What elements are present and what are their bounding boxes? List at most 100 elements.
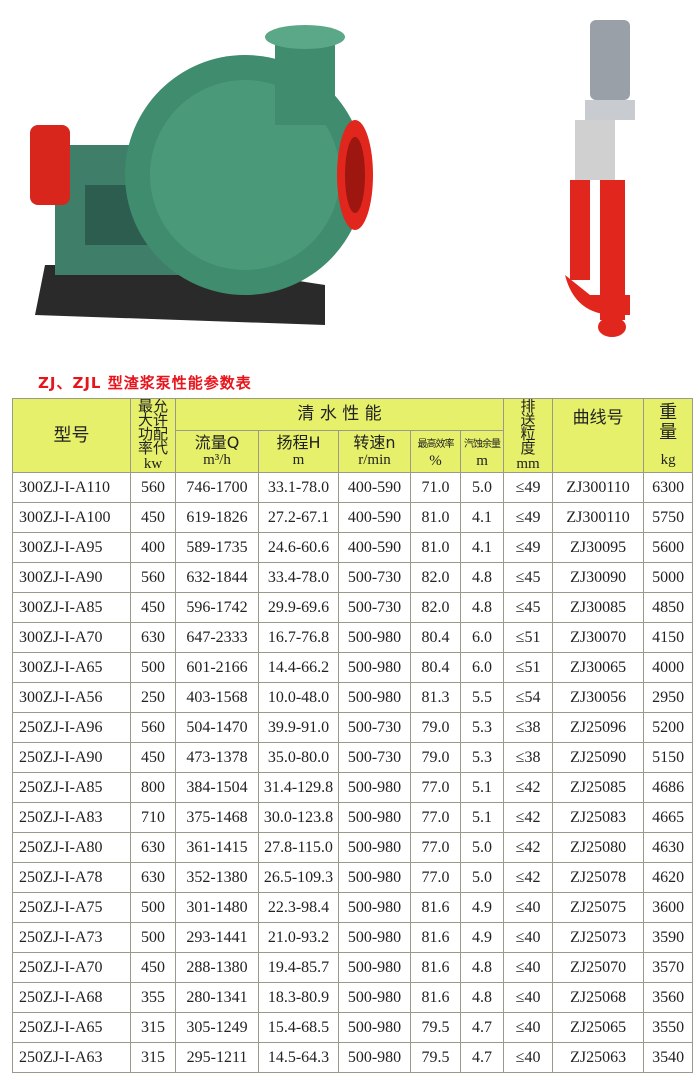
cell-power: 500 [130,922,176,953]
cell-npsh: 4.1 [459,532,505,563]
cell-model: 300ZJ-I-A65 [12,652,131,683]
cell-curve: ZJ30070 [552,622,645,653]
cell-model: 300ZJ-I-A100 [12,502,131,533]
cell-npsh: 4.1 [459,502,505,533]
cell-power: 450 [130,502,176,533]
cell-speed: 400-590 [338,502,411,533]
cell-model: 250ZJ-I-A90 [12,742,131,773]
table-row: 250ZJ-I-A96 560 504-1470 39.9-91.0 500-730 79… [12,712,694,743]
cell-flow: 293-1441 [175,922,259,953]
cell-particle: ≤40 [503,1042,554,1073]
cell-npsh: 4.8 [459,952,505,983]
table-row: 300ZJ-I-A95 400 589-1735 24.6-60.6 400-590 81… [12,532,694,563]
cell-power: 450 [130,952,176,983]
cell-npsh: 4.8 [459,592,505,623]
cell-flow: 295-1211 [175,1042,259,1073]
cell-npsh: 4.7 [459,1042,505,1073]
cell-npsh: 6.0 [459,652,505,683]
header-power-unit: kw [143,456,163,472]
header-weight-unit: kg [660,452,676,468]
cell-flow: 504-1470 [175,712,259,743]
cell-flow: 288-1380 [175,952,259,983]
cell-weight: 3550 [643,1012,694,1043]
cell-curve: ZJ30085 [552,592,645,623]
cell-npsh: 4.8 [459,982,505,1013]
cell-efficiency: 81.6 [410,952,461,983]
cell-model: 300ZJ-I-A70 [12,622,131,653]
cell-power: 500 [130,652,176,683]
header-weight: 重量 kg [643,398,694,473]
cell-efficiency: 77.0 [410,802,461,833]
header-speed: 转速n r/min [338,430,411,473]
cell-power: 630 [130,622,176,653]
cell-npsh: 5.3 [459,742,505,773]
cell-model: 300ZJ-I-A56 [12,682,131,713]
cell-curve: ZJ25090 [552,742,645,773]
horizontal-slurry-pump-image [30,25,373,325]
cell-efficiency: 82.0 [410,562,461,593]
cell-weight: 5200 [643,712,694,743]
cell-particle: ≤40 [503,892,554,923]
cell-power: 630 [130,832,176,863]
cell-model: 250ZJ-I-A83 [12,802,131,833]
header-speed-unit: r/min [358,452,391,468]
cell-model: 300ZJ-I-A110 [12,472,131,503]
cell-speed: 500-980 [338,862,411,893]
cell-weight: 4620 [643,862,694,893]
header-particle-label: 排送粒度 [520,398,536,457]
cell-flow: 619-1826 [175,502,259,533]
cell-particle: ≤38 [503,712,554,743]
table-row: 300ZJ-I-A90 560 632-1844 33.4-78.0 500-730 82… [12,562,694,593]
cell-speed: 500-730 [338,562,411,593]
cell-flow: 647-2333 [175,622,259,653]
cell-weight: 4686 [643,772,694,803]
cell-curve: ZJ25078 [552,862,645,893]
cell-model: 250ZJ-I-A70 [12,952,131,983]
table-row: 250ZJ-I-A75 500 301-1480 22.3-98.4 500-980 81… [12,892,694,923]
cell-npsh: 5.0 [459,472,505,503]
header-power: 最允大许功配率代 kw [130,398,176,473]
cell-speed: 400-590 [338,472,411,503]
cell-efficiency: 79.0 [410,742,461,773]
cell-power: 315 [130,1012,176,1043]
cell-speed: 500-730 [338,742,411,773]
header-npsh-label: 汽蚀余量 [464,438,501,450]
cell-speed: 500-730 [338,592,411,623]
table-row: 250ZJ-I-A78 630 352-1380 26.5-109.3 500-980 7… [12,862,694,893]
cell-head: 19.4-85.7 [258,952,339,983]
cell-speed: 500-980 [338,802,411,833]
cell-flow: 352-1380 [175,862,259,893]
header-clear-water: 清 水 性 能 [174,398,505,431]
cell-curve: ZJ25096 [552,712,645,743]
table-row: 300ZJ-I-A110 560 746-1700 33.1-78.0 400-590 7… [12,472,694,503]
header-head-label: 扬程H [276,433,321,452]
cell-speed: 500-980 [338,922,411,953]
cell-flow: 280-1341 [175,982,259,1013]
cell-npsh: 5.5 [459,682,505,713]
cell-head: 14.5-64.3 [258,1042,339,1073]
cell-curve: ZJ25075 [552,892,645,923]
cell-npsh: 4.9 [459,892,505,923]
header-npsh-unit: m [476,452,488,469]
cell-weight: 3560 [643,982,694,1013]
cell-model: 250ZJ-I-A73 [12,922,131,953]
cell-model: 250ZJ-I-A65 [12,1012,131,1043]
cell-particle: ≤40 [503,982,554,1013]
cell-power: 450 [130,742,176,773]
cell-weight: 3570 [643,952,694,983]
cell-flow: 403-1568 [175,682,259,713]
cell-efficiency: 81.6 [410,982,461,1013]
cell-speed: 500-980 [338,682,411,713]
cell-particle: ≤49 [503,472,554,503]
cell-power: 630 [130,862,176,893]
cell-curve: ZJ25085 [552,772,645,803]
cell-particle: ≤40 [503,1012,554,1043]
cell-particle: ≤45 [503,592,554,623]
table-row: 250ZJ-I-A65 315 305-1249 15.4-68.5 500-980 79… [12,1012,694,1043]
cell-head: 18.3-80.9 [258,982,339,1013]
header-head-unit: m [292,452,305,468]
header-efficiency-unit: % [429,452,442,469]
header-flow-unit: m³/h [203,452,231,468]
header-particle-unit: mm [516,456,540,472]
cell-speed: 500-980 [338,652,411,683]
